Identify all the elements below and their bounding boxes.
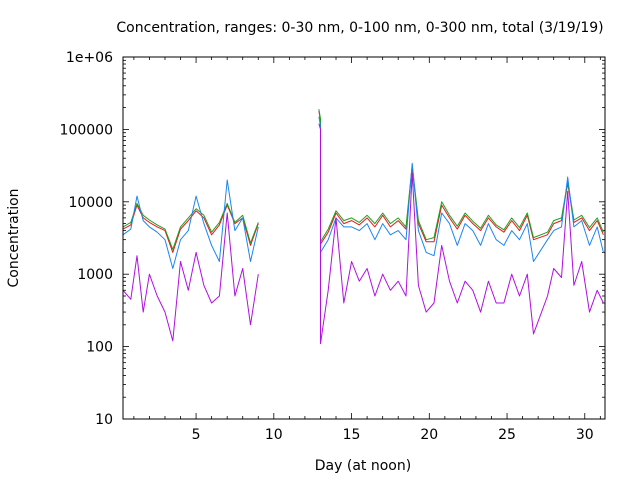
y-tick-label: 10000 (68, 195, 113, 211)
y-tick-label: 100 (86, 340, 113, 356)
y-tick-label: 100000 (60, 122, 113, 138)
x-tick-label: 20 (420, 427, 438, 443)
series-line-2 (122, 179, 259, 269)
series-line-3 (318, 123, 604, 345)
series-line-0 (318, 110, 604, 245)
x-tick-label: 5 (192, 427, 201, 443)
series-line-3 (122, 212, 259, 342)
x-tick-label: 30 (576, 427, 594, 443)
series-group (122, 109, 604, 345)
axis-ticks: 5 10 15 20 25 30 10 100 1000 10000 100000 1e+06 (60, 50, 605, 443)
y-tick-label: 1e+06 (66, 50, 113, 66)
plot-frame (122, 56, 606, 420)
x-axis-label: Day (at noon) (315, 458, 411, 474)
x-tick-label: 15 (343, 427, 361, 443)
series-line-1 (122, 202, 259, 250)
y-tick-label: 1000 (77, 267, 113, 283)
x-tick-label: 10 (265, 427, 283, 443)
series-line-2 (318, 116, 604, 262)
series-line-1 (318, 109, 604, 243)
y-tick-label: 10 (95, 412, 113, 428)
x-tick-label: 25 (498, 427, 516, 443)
y-axis-label: Concentration (6, 188, 22, 287)
series-line-0 (122, 204, 259, 253)
chart-title: Concentration, ranges: 0-30 nm, 0-100 nm… (116, 20, 603, 36)
